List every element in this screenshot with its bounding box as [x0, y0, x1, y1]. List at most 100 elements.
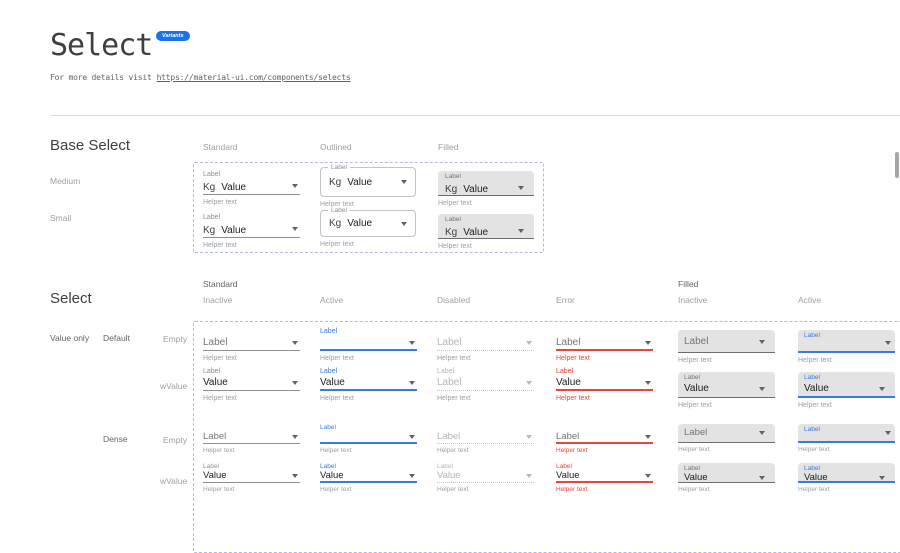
select-value: Label — [684, 336, 709, 347]
select-standard-inactive-empty[interactable]: Label Helper text — [203, 328, 300, 362]
dropdown-caret-icon — [759, 386, 765, 391]
select-value-row[interactable]: Label — [203, 431, 300, 442]
select-filled-inactive-empty-dense[interactable]: Label Helper text — [678, 424, 775, 453]
select-value-prefix: Kg — [445, 184, 458, 195]
select-standard-error-empty-dense[interactable]: Label Helper text — [556, 424, 653, 454]
filled-box[interactable]: Label Kg Value — [438, 214, 534, 239]
select-value-row[interactable]: Label — [437, 376, 534, 389]
select-filled-inactive-wvalue-dense[interactable]: Label Value Helper text — [678, 463, 775, 493]
select-standard-disabled-wvalue-dense[interactable]: Label Value Helper text — [437, 463, 534, 493]
subtitle-text: For more details visit — [50, 73, 152, 82]
base-select-standard[interactable]: Label Kg Value Helper text — [203, 171, 300, 206]
select-filled-active-wvalue[interactable]: Label Value Helper text — [798, 372, 895, 409]
select-value-row[interactable] — [320, 431, 417, 442]
helper-text: Helper text — [203, 355, 237, 362]
select-filled-inactive-wvalue[interactable]: Label Value Helper text — [678, 372, 775, 409]
filled-box[interactable]: Label — [798, 424, 895, 443]
select-value-row[interactable]: Value — [203, 376, 300, 389]
filled-box[interactable]: Label Value — [798, 372, 895, 398]
select-value-row[interactable] — [320, 336, 417, 349]
base-row-medium: Medium — [50, 176, 81, 186]
base-select-filled[interactable]: Label Kg Value Helper text — [438, 214, 535, 250]
select-value: Label — [556, 431, 580, 442]
select-value: Value — [556, 470, 580, 481]
filled-box[interactable]: Label — [798, 330, 895, 353]
row-state-wvalue-dense: wValue — [160, 476, 188, 486]
base-select-outlined[interactable]: Label Kg Value Helper text — [320, 164, 417, 208]
select-value-prefix: Kg — [203, 182, 216, 193]
base-select-standard[interactable]: Label Kg Value Helper text — [203, 214, 300, 249]
select-standard-active-empty-dense[interactable]: Label Helper text — [320, 424, 417, 454]
base-select-frame — [193, 162, 544, 253]
select-value-row[interactable]: Value — [320, 376, 417, 389]
select-underline — [203, 443, 300, 444]
select-value: Value — [437, 470, 461, 481]
select-filled-active-wvalue-dense[interactable]: Label Value Helper text — [798, 463, 895, 493]
select-standard-inactive-wvalue[interactable]: Label Value Helper text — [203, 368, 300, 402]
select-standard-disabled-wvalue[interactable]: Label Label Helper text — [437, 368, 534, 402]
select-value-row[interactable]: Label — [203, 336, 300, 349]
group-standard: Standard — [203, 279, 238, 289]
select-value: Value — [463, 184, 489, 195]
helper-text: Helper text — [556, 486, 588, 493]
filled-box[interactable]: Label Value — [678, 372, 775, 398]
select-standard-error-empty[interactable]: Label Helper text — [556, 328, 653, 362]
filled-box[interactable]: Label Kg Value — [438, 171, 534, 196]
select-label: Label — [684, 465, 700, 472]
select-standard-error-wvalue[interactable]: Label Value Helper text — [556, 368, 653, 402]
row-subgroup-dense: Dense — [103, 434, 128, 444]
helper-text: Helper text — [203, 395, 237, 402]
select-standard-disabled-empty[interactable]: Label Helper text — [437, 328, 534, 362]
select-underline — [437, 443, 534, 444]
select-filled-inactive-empty[interactable]: Label Helper text — [678, 330, 775, 364]
select-value-row[interactable]: Label — [437, 336, 534, 349]
filled-box[interactable]: Label — [678, 424, 775, 443]
select-value-row[interactable]: Value — [320, 470, 417, 481]
helper-text: Helper text — [437, 395, 471, 402]
select-value-row: Kg Value — [329, 168, 415, 196]
base-select-outlined[interactable]: Label Kg Value Helper text — [320, 207, 417, 248]
select-filled-active-empty[interactable]: Label Helper text — [798, 330, 895, 364]
filled-box[interactable]: Label Value — [678, 463, 775, 483]
select-value-row[interactable]: Label — [556, 336, 653, 349]
row-state-empty-default: Empty — [163, 334, 188, 344]
select-heading: Select — [50, 290, 92, 307]
select-label: Label — [804, 374, 820, 381]
base-select-filled[interactable]: Label Kg Value Helper text — [438, 171, 535, 207]
select-underline — [320, 442, 417, 444]
select-label: Label — [437, 368, 455, 375]
select-standard-active-wvalue[interactable]: Label Value Helper text — [320, 368, 417, 402]
select-value-row[interactable]: Value — [437, 470, 534, 481]
select-value-row[interactable]: Value — [203, 470, 300, 481]
select-label: Label — [203, 214, 221, 221]
subtitle-link[interactable]: https://material-ui.com/components/selec… — [156, 73, 351, 82]
select-filled-active-empty-dense[interactable]: Label Helper text — [798, 424, 895, 453]
select-label: Label — [320, 368, 338, 375]
select-value-row[interactable]: Value — [556, 376, 653, 389]
select-value: Value — [804, 472, 828, 483]
select-standard-active-empty[interactable]: Label Helper text — [320, 328, 417, 362]
select-value-row[interactable]: Kg Value — [203, 222, 300, 236]
helper-text: Helper text — [203, 242, 237, 249]
select-label: Label — [320, 463, 336, 470]
row-state-empty-dense: Empty — [163, 435, 188, 445]
select-value-row[interactable]: Label — [437, 431, 534, 442]
select-standard-disabled-empty-dense[interactable]: Label Helper text — [437, 424, 534, 454]
outlined-box[interactable]: Label Kg Value — [320, 207, 416, 237]
select-standard-error-wvalue-dense[interactable]: Label Value Helper text — [556, 463, 653, 493]
helper-text: Helper text — [320, 355, 354, 362]
filled-box[interactable]: Label Value — [798, 463, 895, 483]
select-standard-inactive-empty-dense[interactable]: Label Helper text — [203, 424, 300, 454]
scrollbar-thumb[interactable] — [895, 152, 899, 178]
select-value-row[interactable]: Kg Value — [203, 179, 300, 193]
select-value-row[interactable]: Value — [556, 470, 653, 481]
outlined-box[interactable]: Label Kg Value — [320, 164, 416, 197]
select-value-row[interactable]: Label — [556, 431, 653, 442]
select-standard-inactive-wvalue-dense[interactable]: Label Value Helper text — [203, 463, 300, 493]
dropdown-caret-icon — [401, 180, 407, 184]
filled-box[interactable]: Label — [678, 330, 775, 353]
dropdown-caret-icon — [518, 229, 524, 233]
select-standard-active-wvalue-dense[interactable]: Label Value Helper text — [320, 463, 417, 493]
dropdown-caret-icon — [885, 431, 891, 435]
select-value: Label — [437, 337, 462, 348]
